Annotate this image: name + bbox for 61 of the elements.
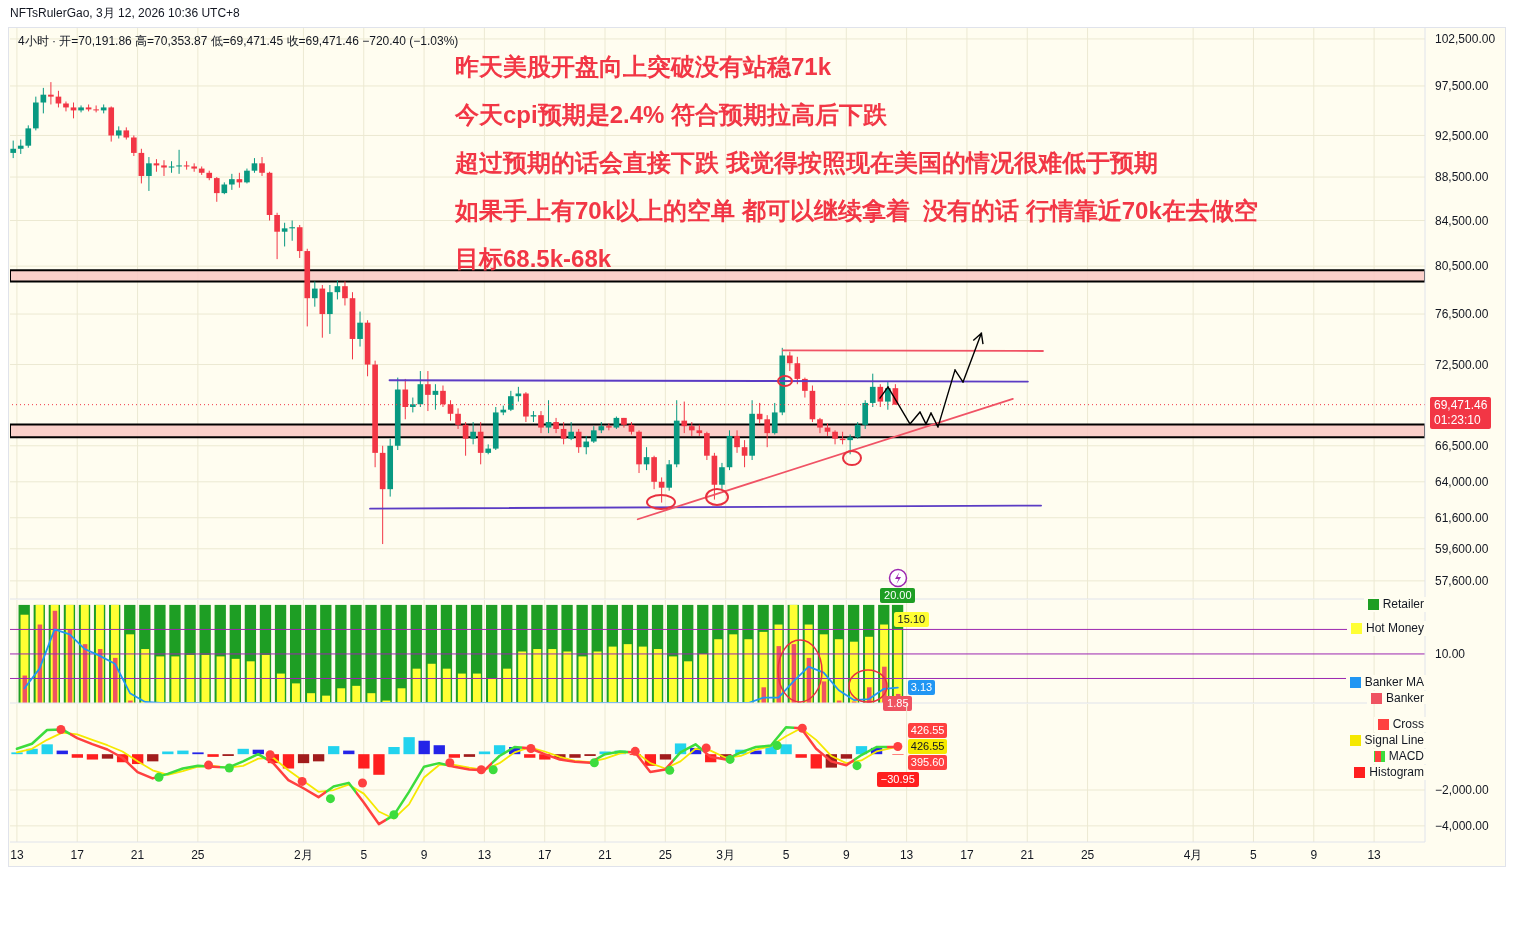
data-label: 15.10 (893, 611, 929, 627)
x-tick-label: 21 (1020, 847, 1035, 862)
legend-label: Cross (1392, 717, 1424, 733)
y-tick-label: −4,000.00 (1435, 819, 1490, 834)
y-tick-label: 92,500.00 (1435, 128, 1489, 143)
legend-label: Histogram (1369, 765, 1424, 781)
y-tick-label: 66,500.00 (1435, 439, 1489, 454)
text: 4小时 · 开=70,191.86 高=70,353.87 低=69,471.45 收=69,471.46 −720.40 (−1.03%) (18, 34, 459, 49)
data-label: 3.13 (907, 680, 936, 696)
x-tick-label: 9 (1310, 847, 1318, 862)
x-tick-label: 9 (420, 847, 428, 862)
data-label: 395.60 (907, 755, 948, 771)
x-tick-label: 4月 (1183, 847, 1203, 862)
x-tick-label: 5 (360, 847, 368, 862)
y-tick-label: −2,000.00 (1435, 783, 1490, 798)
x-tick-label: 17 (538, 847, 552, 862)
y-tick-label: 10.00 (1435, 647, 1466, 662)
x-tick-label: 5 (782, 847, 790, 862)
x-tick-label: 5 (1250, 847, 1258, 862)
y-tick-label: 76,500.00 (1435, 307, 1489, 322)
x-tick-label: 9 (842, 847, 850, 862)
legend-label: Banker (1385, 691, 1424, 707)
annotation: 目标68.5k-68k (455, 245, 612, 273)
data-label: −30.95 (877, 771, 919, 787)
x-tick-label: 25 (1080, 847, 1095, 862)
annotation: 超过预期的话会直接下跌 我觉得按照现在美国的情况很难低于预期 (455, 149, 1158, 177)
legend-label: Retailer (1382, 597, 1424, 613)
annotation: 今天cpi预期是2.4% 符合预期拉高后下跌 (455, 101, 888, 129)
y-tick-label: 84,500.00 (1435, 213, 1489, 228)
x-tick-label: 13 (10, 847, 24, 862)
data-label: 426.55 (907, 723, 948, 739)
y-tick-label: 88,500.00 (1435, 170, 1489, 185)
x-tick-label: 13 (1367, 847, 1382, 862)
x-tick-label: 13 (477, 847, 492, 862)
data-label: 426.55 (907, 739, 948, 755)
legend-label: MACD (1388, 749, 1424, 765)
y-tick-label: 64,000.00 (1435, 475, 1489, 490)
annotation: 如果手上有70k以上的空单 都可以继续拿着 没有的话 行情靠近70k在去做空 (455, 197, 1258, 225)
y-tick-label: 72,500.00 (1435, 357, 1489, 372)
x-tick-label: 3月 (716, 847, 736, 862)
chart-title: NFTsRulerGao, 3月 12, 2026 10:36 UTC+8 (10, 6, 240, 21)
x-tick-label: 13 (899, 847, 914, 862)
ref-line-label: 69,471.46 01:23:10 (1434, 397, 1488, 428)
data-label: 20.00 (880, 587, 916, 603)
x-tick-label: 2月 (294, 847, 313, 862)
y-tick-label: 61,600.00 (1435, 511, 1489, 525)
x-tick-label: 25 (191, 847, 205, 862)
x-tick-label: 21 (130, 847, 145, 862)
y-tick-label: 80,500.00 (1435, 259, 1489, 274)
legend-label: Hot Money (1365, 621, 1424, 637)
y-tick-label: 57,600.00 (1435, 574, 1489, 589)
y-tick-label: 97,500.00 (1435, 79, 1489, 94)
legend-label: Banker MA (1364, 675, 1424, 691)
x-tick-label: 21 (598, 847, 613, 862)
annotation: 昨天美股开盘向上突破没有站稳71k (455, 53, 832, 81)
x-tick-label: 25 (658, 847, 673, 862)
y-tick-label: 102,500.00 (1435, 32, 1496, 47)
x-tick-label: 17 (70, 847, 85, 862)
y-tick-label: 59,600.00 (1435, 542, 1489, 557)
x-tick-label: 17 (960, 847, 974, 862)
legend-label: Signal Line (1364, 733, 1424, 749)
